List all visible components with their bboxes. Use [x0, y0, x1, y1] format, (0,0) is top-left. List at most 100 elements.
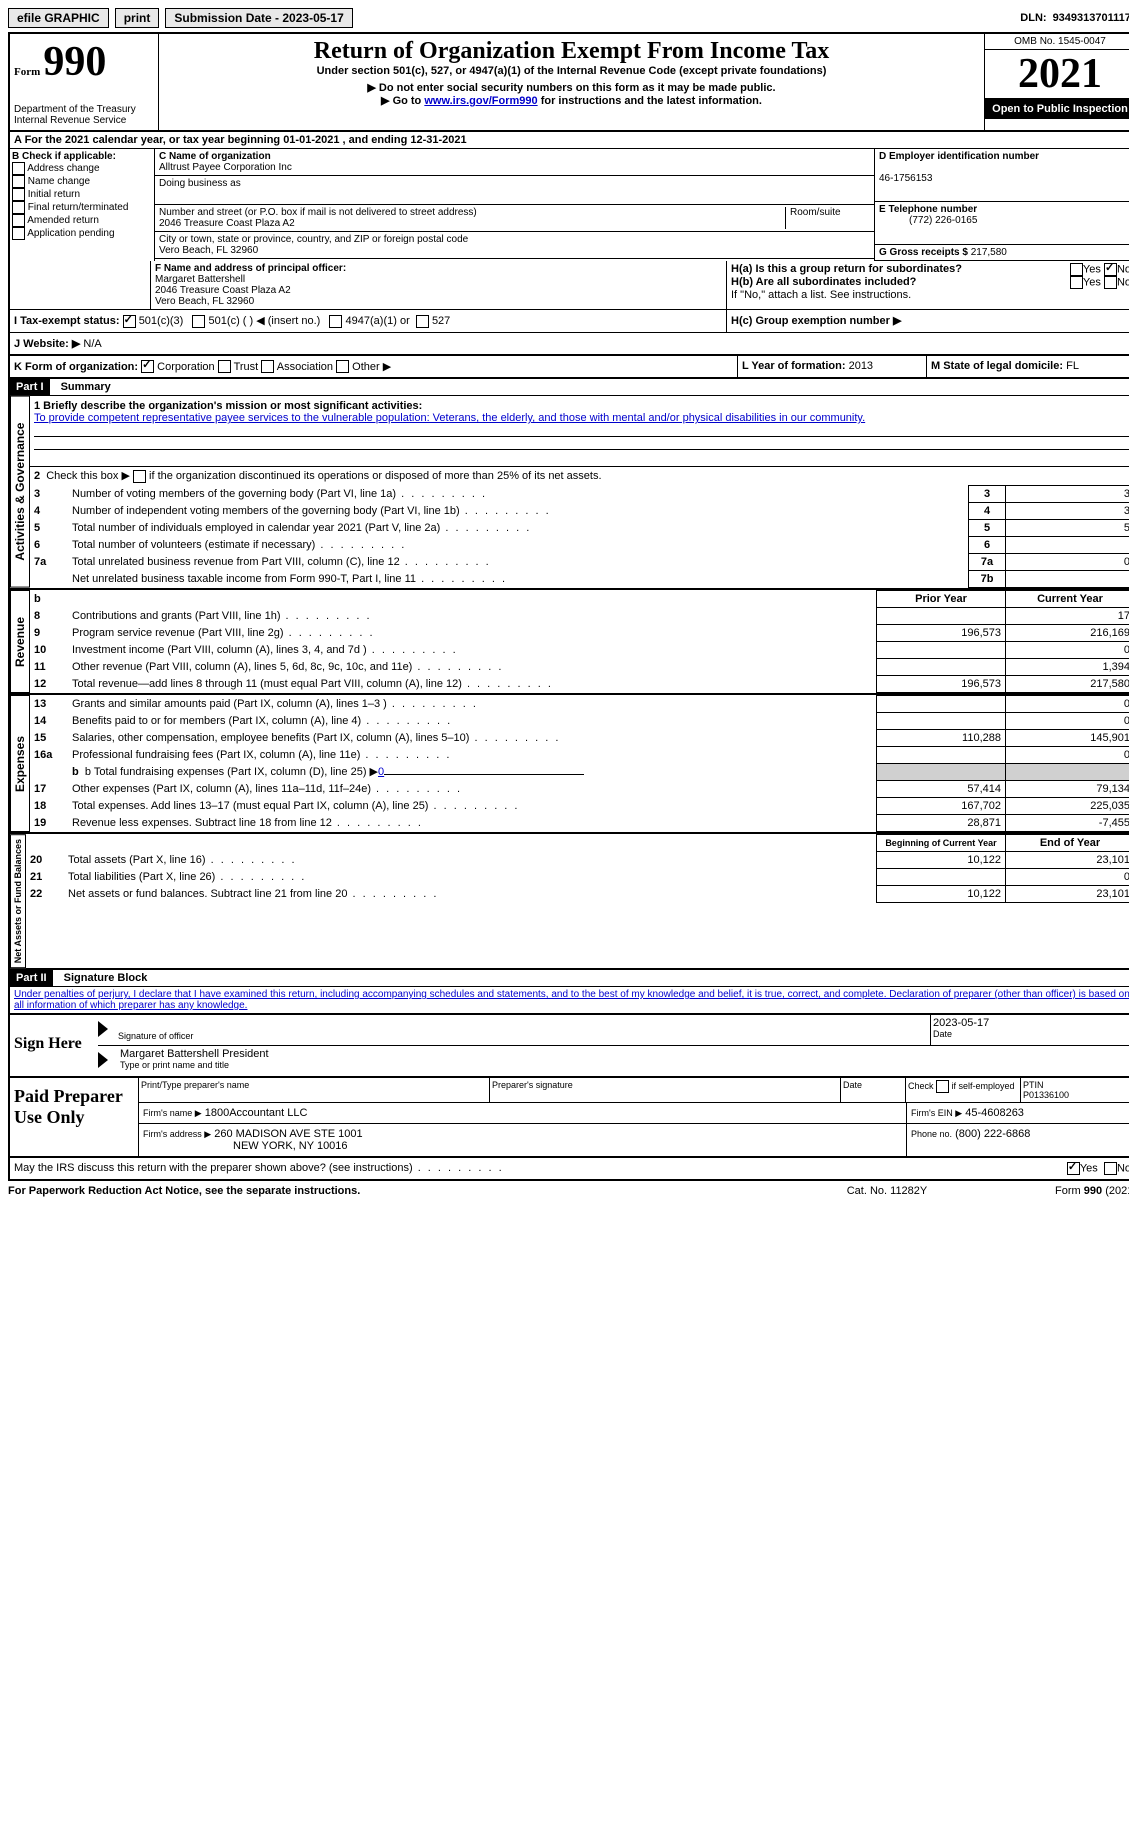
- dln-label: DLN:: [1020, 12, 1046, 24]
- firm-name-label: Firm's name ▶: [143, 1108, 202, 1118]
- application-pending-checkbox[interactable]: [12, 227, 25, 240]
- irs-discuss-label: May the IRS discuss this return with the…: [14, 1162, 413, 1174]
- form-header: Form 990 Department of the Treasury Inte…: [8, 32, 1129, 132]
- governance-table: 3Number of voting members of the governi…: [30, 485, 1129, 588]
- hb-yes-checkbox[interactable]: [1070, 276, 1083, 289]
- officer-addr1: 2046 Treasure Coast Plaza A2: [155, 285, 291, 296]
- corp-checkbox[interactable]: [141, 360, 154, 373]
- tax-year: 2021: [985, 50, 1129, 99]
- paid-preparer-label: Paid Preparer Use Only: [10, 1078, 139, 1156]
- ptin-value: P01336100: [1023, 1090, 1069, 1100]
- prep-sig-label: Preparer's signature: [490, 1078, 841, 1102]
- goto-post: for instructions and the latest informat…: [538, 95, 762, 107]
- corp-label: Corporation: [157, 361, 214, 373]
- form-number: 990: [43, 39, 106, 85]
- year-formation-value: 2013: [849, 360, 873, 372]
- 527-label: 527: [432, 315, 450, 327]
- other-label: Other ▶: [352, 361, 391, 373]
- initial-return-label: Initial return: [28, 189, 80, 200]
- hb-label: H(b) Are all subordinates included?: [731, 276, 916, 288]
- firm-phone-label: Phone no.: [911, 1129, 952, 1139]
- part2-header: Part II Signature Block: [8, 970, 1129, 986]
- officer-name: Margaret Battershell: [155, 274, 245, 285]
- netassets-table: Beginning of Current YearEnd of Year20To…: [26, 834, 1129, 903]
- hb-yes-label: Yes: [1083, 276, 1101, 288]
- submission-date: Submission Date - 2023-05-17: [165, 8, 352, 28]
- trust-checkbox[interactable]: [218, 360, 231, 373]
- discuss-no-checkbox[interactable]: [1104, 1162, 1117, 1175]
- 4947-checkbox[interactable]: [329, 315, 342, 328]
- officer-status-block: F Name and address of principal officer:…: [8, 261, 1129, 356]
- state-domicile-label: M State of legal domicile:: [931, 360, 1063, 372]
- sig-arrow-icon-2: [98, 1052, 108, 1068]
- website-value: N/A: [83, 338, 101, 350]
- 501c3-checkbox[interactable]: [123, 315, 136, 328]
- ein-value: 46-1756153: [879, 173, 932, 184]
- dln-value: 93493137011173: [1053, 12, 1129, 24]
- irs-link[interactable]: www.irs.gov/Form990: [424, 95, 537, 107]
- street-address: 2046 Treasure Coast Plaza A2: [159, 218, 295, 229]
- ha-no-checkbox[interactable]: [1104, 263, 1117, 276]
- ha-yes-label: Yes: [1083, 263, 1101, 275]
- discuss-yes-label: Yes: [1080, 1162, 1098, 1174]
- address-change-checkbox[interactable]: [12, 162, 25, 175]
- self-employed-checkbox[interactable]: [936, 1080, 949, 1093]
- org-info-block: B Check if applicable: Address change Na…: [8, 149, 1129, 261]
- mission-text[interactable]: To provide competent representative paye…: [34, 412, 865, 424]
- dba-label: Doing business as: [159, 178, 241, 189]
- addr-label: Number and street (or P.O. box if mail i…: [159, 207, 477, 218]
- name-change-checkbox[interactable]: [12, 175, 25, 188]
- room-label: Room/suite: [790, 207, 841, 218]
- firm-name: 1800Accountant LLC: [205, 1107, 308, 1119]
- line2: 2 Check this box ▶ if the organization d…: [30, 467, 1129, 485]
- 501c-checkbox[interactable]: [192, 315, 205, 328]
- date-label: Date: [933, 1029, 1129, 1039]
- initial-return-checkbox[interactable]: [12, 188, 25, 201]
- penalties-text: Under penalties of perjury, I declare th…: [8, 986, 1129, 1015]
- side-expenses: Expenses: [10, 695, 30, 832]
- irs-discuss-row: May the IRS discuss this return with the…: [8, 1158, 1129, 1181]
- paid-preparer-block: Paid Preparer Use Only Print/Type prepar…: [8, 1078, 1129, 1158]
- side-revenue: Revenue: [10, 590, 30, 693]
- paperwork-notice: For Paperwork Reduction Act Notice, see …: [8, 1185, 787, 1197]
- 527-checkbox[interactable]: [416, 315, 429, 328]
- form-org-block: K Form of organization: Corporation Trus…: [8, 356, 1129, 380]
- sig-arrow-icon: [98, 1021, 108, 1037]
- discuss-yes-checkbox[interactable]: [1067, 1162, 1080, 1175]
- section-b-label: B Check if applicable:: [12, 151, 152, 162]
- form-subtitle: Under section 501(c), 527, or 4947(a)(1)…: [163, 65, 980, 77]
- amended-return-label: Amended return: [27, 215, 99, 226]
- ein-label: D Employer identification number: [879, 151, 1039, 162]
- line-a: A For the 2021 calendar year, or tax yea…: [8, 132, 1129, 149]
- firm-ein-label: Firm's EIN ▶: [911, 1108, 962, 1118]
- discuss-no-label: No: [1117, 1162, 1129, 1174]
- efile-label: efile GRAPHIC: [8, 8, 109, 28]
- expenses-block: Expenses 13Grants and similar amounts pa…: [8, 695, 1129, 834]
- officer-printed-name: Margaret Battershell President: [120, 1048, 1129, 1060]
- tax-status-label: I Tax-exempt status:: [14, 315, 120, 327]
- part1-body: Activities & Governance 1 Briefly descri…: [8, 395, 1129, 590]
- penalties-link[interactable]: Under penalties of perjury, I declare th…: [14, 989, 1129, 1011]
- year-formation-label: L Year of formation:: [742, 360, 846, 372]
- assoc-checkbox[interactable]: [261, 360, 274, 373]
- address-change-label: Address change: [27, 163, 99, 174]
- sign-here-block: Sign Here Signature of officer 2023-05-1…: [8, 1015, 1129, 1078]
- ha-yes-checkbox[interactable]: [1070, 263, 1083, 276]
- ptin-label: PTIN: [1023, 1080, 1044, 1090]
- trust-label: Trust: [234, 361, 259, 373]
- hb-no-checkbox[interactable]: [1104, 276, 1117, 289]
- discontinued-checkbox[interactable]: [133, 470, 146, 483]
- officer-addr2: Vero Beach, FL 32960: [155, 296, 254, 307]
- prep-date-label: Date: [841, 1078, 906, 1102]
- gross-receipts-value: 217,580: [971, 247, 1007, 258]
- application-pending-label: Application pending: [27, 228, 114, 239]
- line-a-text: A For the 2021 calendar year, or tax yea…: [14, 134, 467, 146]
- omb-number: OMB No. 1545-0047: [985, 34, 1129, 50]
- final-return-checkbox[interactable]: [12, 201, 25, 214]
- firm-ein: 45-4608263: [965, 1107, 1024, 1119]
- other-checkbox[interactable]: [336, 360, 349, 373]
- amended-return-checkbox[interactable]: [12, 214, 25, 227]
- print-button[interactable]: print: [115, 8, 160, 28]
- top-toolbar: efile GRAPHIC print Submission Date - 20…: [8, 8, 1129, 28]
- city-label: City or town, state or province, country…: [159, 234, 468, 245]
